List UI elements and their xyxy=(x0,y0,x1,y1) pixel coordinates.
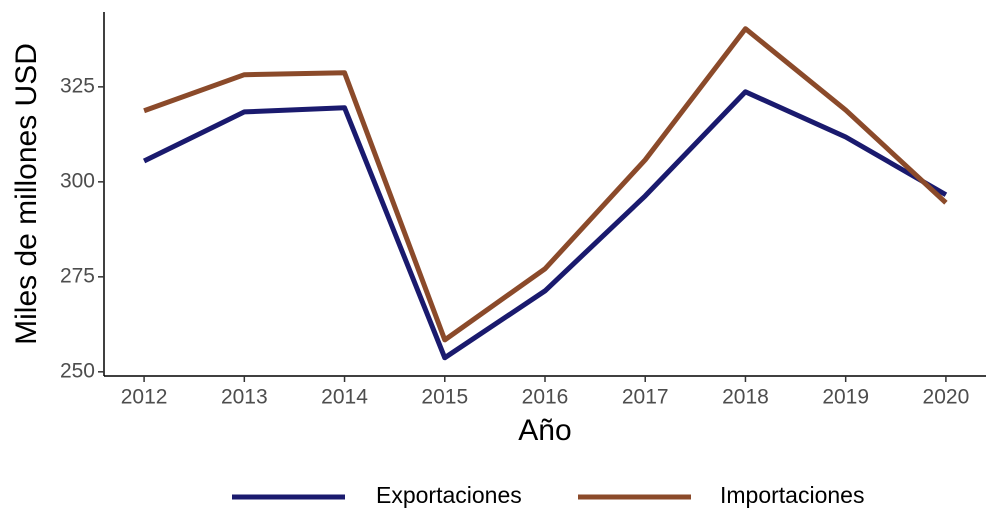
x-tick-label: 2020 xyxy=(923,386,970,409)
y-tick-label: 300 xyxy=(60,169,95,192)
x-tick-label: 2019 xyxy=(822,386,869,409)
series-line xyxy=(142,89,948,361)
legend-label: Exportaciones xyxy=(376,482,522,508)
x-tick-label: 2016 xyxy=(522,386,569,409)
y-tick-label: 275 xyxy=(60,264,95,287)
x-tick-label: 2014 xyxy=(321,386,368,409)
x-tick-label: 2015 xyxy=(421,386,468,409)
y-axis-title: Miles de millones USD xyxy=(10,43,43,345)
y-tick-label: 250 xyxy=(60,359,95,382)
legend-label: Importaciones xyxy=(720,482,864,508)
x-tick-label: 2012 xyxy=(121,386,168,409)
y-tick-label: 325 xyxy=(60,74,95,97)
series-line xyxy=(143,26,948,343)
x-axis-title: Año xyxy=(518,414,571,447)
x-tick-label: 2018 xyxy=(722,386,769,409)
x-tick-label: 2017 xyxy=(622,386,669,409)
x-tick-label: 2013 xyxy=(221,386,268,409)
